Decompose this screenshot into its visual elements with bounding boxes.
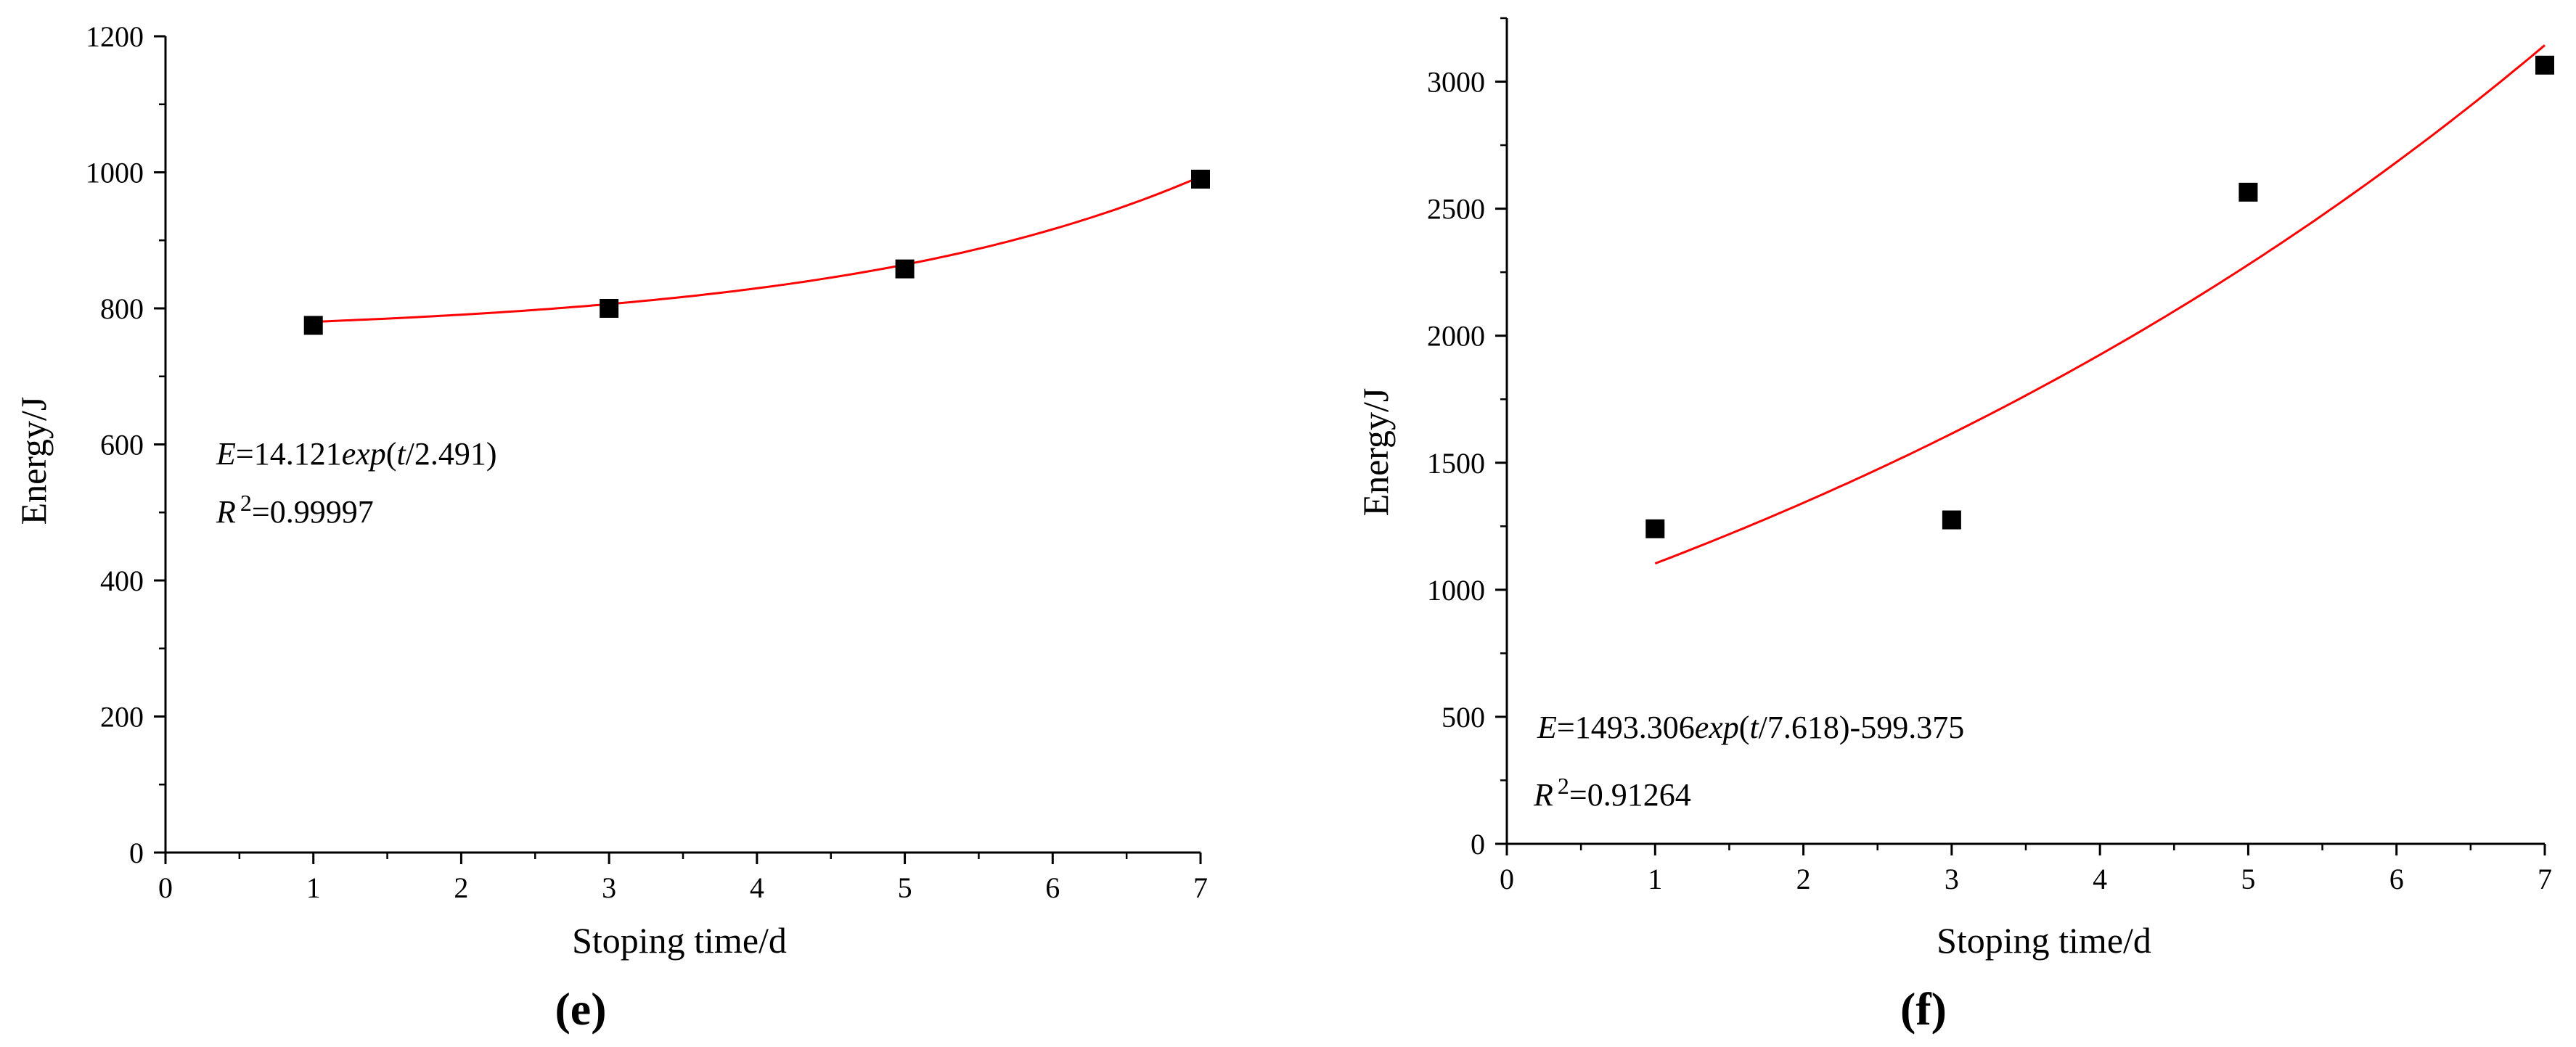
panel-e: 0 1 2 3 4 5 6 7 0 200 400 600 800 1000 1200 E=14.121ex… xyxy=(13,20,1210,1035)
r-squared: R 2=0.99997 xyxy=(216,490,374,530)
x-tick-label: 6 xyxy=(2389,863,2404,895)
y-tick-label: 1000 xyxy=(1427,574,1485,607)
x-tick-label: 0 xyxy=(1500,863,1514,895)
tick-labels: 0 1 2 3 4 5 6 7 0 200 400 600 800 1000 1200 xyxy=(86,20,1208,904)
data-point xyxy=(895,259,915,279)
y-axis-title: Energy/J xyxy=(13,397,54,525)
x-tick-label: 6 xyxy=(1045,871,1060,904)
y-tick-label: 500 xyxy=(1442,701,1485,734)
fit-equation: E=14.121exp(t/2.491) xyxy=(216,436,497,472)
x-tick-label: 1 xyxy=(1648,863,1662,895)
y-tick-label: 200 xyxy=(100,701,144,734)
y-tick-label: 3000 xyxy=(1427,66,1485,99)
x-tick-label: 4 xyxy=(2093,863,2107,895)
y-axis-title: Energy/J xyxy=(1355,388,1396,517)
tick-marks xyxy=(1495,17,2546,855)
x-axis-title: Stoping time/d xyxy=(1937,920,2151,961)
y-tick-label: 0 xyxy=(1471,828,1485,861)
tick-labels: 0 1 2 3 4 5 6 7 0 500 1000 1500 2000 2500 3000 xyxy=(1427,66,2552,895)
r-squared: R 2=0.91264 xyxy=(1533,773,1691,813)
x-tick-label: 3 xyxy=(1945,863,1959,895)
x-tick-label: 4 xyxy=(750,871,764,904)
y-tick-label: 1500 xyxy=(1427,447,1485,480)
x-tick-label: 2 xyxy=(454,871,468,904)
panel-label: (f) xyxy=(1900,983,1947,1035)
data-point xyxy=(1191,169,1210,189)
data-points xyxy=(303,169,1210,335)
data-point xyxy=(303,316,323,335)
data-points xyxy=(1645,55,2554,538)
panel-f: 0 1 2 3 4 5 6 7 0 500 1000 1500 2000 2500 3000 E=1493.… xyxy=(1355,17,2554,1035)
y-tick-label: 1000 xyxy=(86,157,144,189)
x-tick-label: 5 xyxy=(2241,863,2255,895)
y-tick-label: 0 xyxy=(129,837,144,869)
data-point xyxy=(1645,519,1665,538)
y-tick-label: 600 xyxy=(100,429,144,461)
data-point xyxy=(600,299,619,318)
y-tick-label: 1200 xyxy=(86,20,144,53)
y-tick-label: 800 xyxy=(100,292,144,325)
x-tick-label: 0 xyxy=(158,871,173,904)
x-tick-label: 5 xyxy=(898,871,912,904)
x-axis-title: Stoping time/d xyxy=(572,920,787,961)
y-tick-label: 2500 xyxy=(1427,193,1485,226)
x-tick-label: 7 xyxy=(2538,863,2552,895)
tick-marks xyxy=(154,35,1202,864)
y-tick-label: 400 xyxy=(100,564,144,597)
y-tick-label: 2000 xyxy=(1427,320,1485,353)
x-tick-label: 2 xyxy=(1796,863,1811,895)
x-tick-label: 3 xyxy=(602,871,616,904)
panel-label: (e) xyxy=(555,983,606,1035)
x-tick-label: 1 xyxy=(306,871,321,904)
fit-curve xyxy=(313,175,1201,323)
fit-equation: E=1493.306exp(t/7.618)-599.375 xyxy=(1537,710,1964,745)
data-point xyxy=(2238,182,2258,202)
x-tick-label: 7 xyxy=(1193,871,1208,904)
data-point xyxy=(2535,55,2554,75)
data-point xyxy=(1942,510,1961,530)
fit-curve xyxy=(1654,44,2546,565)
